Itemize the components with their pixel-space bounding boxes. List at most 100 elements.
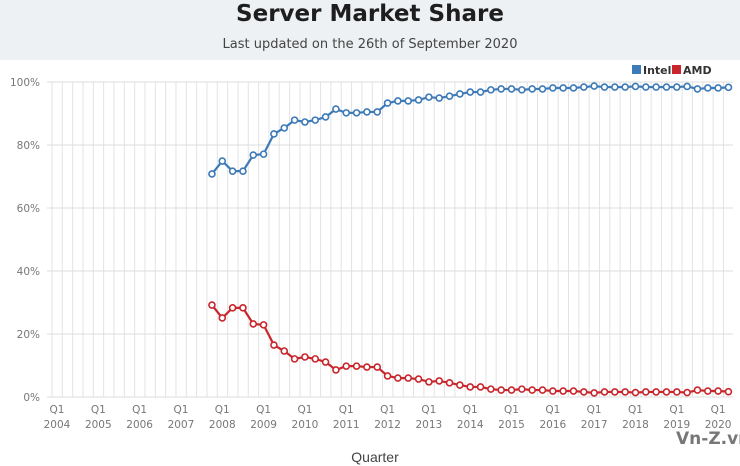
data-point-intel[interactable]: [228, 167, 237, 175]
data-point-intel[interactable]: [507, 85, 516, 93]
data-point-amd[interactable]: [301, 353, 309, 361]
data-point-amd[interactable]: [363, 363, 371, 371]
data-point-amd[interactable]: [590, 389, 598, 397]
legend-label-intel[interactable]: Intel: [643, 64, 671, 77]
data-point-intel[interactable]: [672, 83, 681, 91]
data-point-amd[interactable]: [404, 374, 413, 382]
data-point-amd[interactable]: [569, 387, 578, 395]
data-point-intel[interactable]: [518, 86, 526, 94]
data-point-intel[interactable]: [621, 83, 629, 91]
data-point-intel[interactable]: [249, 151, 258, 159]
data-point-amd[interactable]: [611, 388, 619, 396]
data-point-amd[interactable]: [693, 386, 702, 394]
data-point-intel[interactable]: [208, 170, 216, 178]
data-point-amd[interactable]: [373, 363, 382, 371]
data-point-amd[interactable]: [476, 383, 485, 391]
data-point-intel[interactable]: [301, 118, 309, 126]
data-point-intel[interactable]: [404, 97, 413, 105]
data-point-intel[interactable]: [342, 109, 351, 117]
data-point-intel[interactable]: [497, 85, 505, 93]
data-point-intel[interactable]: [476, 88, 485, 96]
data-point-amd[interactable]: [621, 388, 629, 396]
data-point-intel[interactable]: [239, 167, 247, 175]
data-point-intel[interactable]: [693, 85, 702, 93]
data-point-intel[interactable]: [311, 116, 320, 124]
legend-label-amd[interactable]: AMD: [683, 64, 712, 77]
data-point-intel[interactable]: [218, 157, 227, 165]
data-point-amd[interactable]: [487, 385, 495, 393]
data-point-amd[interactable]: [683, 388, 691, 397]
data-point-intel[interactable]: [270, 130, 278, 138]
data-point-amd[interactable]: [507, 386, 516, 394]
data-point-intel[interactable]: [538, 85, 547, 93]
data-point-amd[interactable]: [435, 377, 444, 385]
data-point-intel[interactable]: [290, 116, 299, 124]
data-point-amd[interactable]: [425, 378, 433, 386]
legend-swatch-amd[interactable]: [672, 65, 681, 74]
data-point-intel[interactable]: [662, 83, 671, 91]
data-point-amd[interactable]: [228, 304, 237, 312]
data-point-intel[interactable]: [383, 99, 392, 107]
data-point-amd[interactable]: [724, 387, 733, 396]
data-point-intel[interactable]: [445, 92, 454, 100]
data-point-intel[interactable]: [549, 84, 557, 92]
data-point-amd[interactable]: [414, 375, 423, 383]
data-point-intel[interactable]: [394, 97, 402, 105]
data-point-intel[interactable]: [435, 94, 444, 102]
data-point-intel[interactable]: [559, 84, 567, 92]
data-point-intel[interactable]: [363, 108, 371, 116]
data-point-intel[interactable]: [373, 108, 382, 116]
data-point-amd[interactable]: [342, 362, 351, 370]
data-point-intel[interactable]: [714, 84, 722, 92]
data-point-amd[interactable]: [631, 388, 640, 397]
data-point-amd[interactable]: [249, 320, 258, 328]
data-point-amd[interactable]: [580, 388, 588, 396]
data-point-amd[interactable]: [559, 387, 567, 395]
data-point-intel[interactable]: [724, 83, 733, 92]
data-point-amd[interactable]: [642, 388, 650, 396]
data-point-intel[interactable]: [683, 82, 691, 91]
data-point-amd[interactable]: [466, 383, 475, 391]
data-point-amd[interactable]: [239, 304, 247, 312]
data-point-amd[interactable]: [383, 372, 392, 380]
data-point-intel[interactable]: [352, 109, 361, 117]
data-point-amd[interactable]: [394, 374, 402, 382]
data-point-intel[interactable]: [466, 88, 475, 96]
data-point-intel[interactable]: [642, 83, 650, 91]
data-point-amd[interactable]: [497, 386, 505, 394]
legend-swatch-intel[interactable]: [632, 65, 641, 74]
data-point-amd[interactable]: [208, 301, 216, 309]
data-point-amd[interactable]: [321, 358, 330, 366]
data-point-intel[interactable]: [332, 105, 340, 113]
data-point-amd[interactable]: [270, 341, 278, 349]
data-point-intel[interactable]: [280, 124, 289, 132]
data-point-intel[interactable]: [259, 150, 268, 158]
data-point-intel[interactable]: [321, 113, 330, 121]
data-point-amd[interactable]: [445, 379, 454, 387]
data-point-amd[interactable]: [259, 321, 268, 329]
data-point-intel[interactable]: [600, 83, 609, 91]
data-point-intel[interactable]: [414, 96, 423, 104]
data-point-amd[interactable]: [672, 388, 681, 396]
data-point-intel[interactable]: [456, 90, 464, 98]
data-point-amd[interactable]: [456, 381, 464, 389]
data-point-intel[interactable]: [580, 83, 588, 91]
data-point-intel[interactable]: [528, 85, 536, 93]
data-point-amd[interactable]: [703, 387, 712, 395]
data-point-amd[interactable]: [280, 347, 289, 355]
data-point-intel[interactable]: [631, 82, 640, 91]
data-point-amd[interactable]: [549, 387, 557, 395]
data-point-intel[interactable]: [652, 83, 660, 91]
data-point-amd[interactable]: [311, 355, 320, 363]
data-point-amd[interactable]: [600, 388, 609, 396]
data-point-intel[interactable]: [590, 82, 598, 90]
data-point-amd[interactable]: [218, 314, 227, 322]
data-point-amd[interactable]: [714, 387, 722, 395]
data-point-amd[interactable]: [518, 385, 526, 393]
data-point-intel[interactable]: [703, 84, 712, 92]
data-point-intel[interactable]: [487, 86, 495, 94]
data-point-intel[interactable]: [611, 83, 619, 91]
data-point-amd[interactable]: [290, 355, 299, 363]
data-point-intel[interactable]: [569, 84, 578, 92]
data-point-amd[interactable]: [528, 386, 536, 394]
